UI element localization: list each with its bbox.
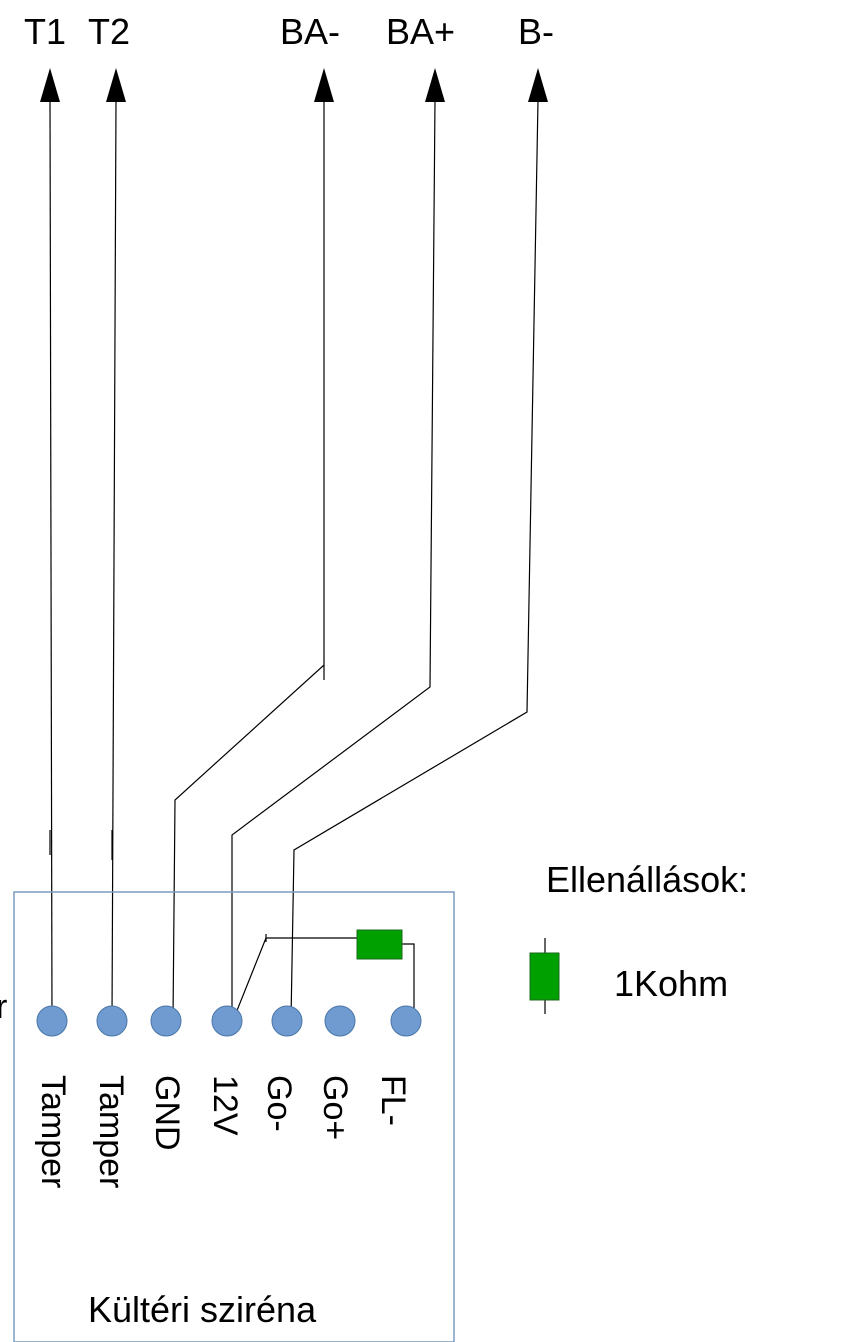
pin-go-plus [324,1005,356,1037]
arrow-t1 [40,68,60,102]
resistor-wire-right [402,943,415,1018]
legend-title: Ellenállások: [546,859,748,900]
pin-label-gnd: GND [148,1075,186,1151]
terminal-label-ba-plus: BA+ [386,11,455,52]
device-name: Kültéri sziréna [88,1289,317,1330]
arrow-ba-plus [425,68,445,102]
wire-ba-minus [172,100,325,1021]
pin-label-go-minus: Go- [260,1075,298,1132]
terminal-label-t1: T1 [24,11,66,52]
pin-gnd [150,1005,182,1037]
siren-box [13,891,455,1342]
pin-label-go-plus: Go+ [316,1075,354,1140]
wire-t2 [111,99,117,1021]
wire-ba-plus [231,99,436,1020]
stray-char: r [0,988,7,1026]
pin-tamper-2 [96,1005,128,1037]
terminal-label-t2: T2 [88,11,130,52]
arrow-b-minus [528,68,548,102]
wire-b-minus [290,99,539,1021]
pin-label-tamper-2: Tamper [92,1075,130,1188]
pin-tamper-1 [36,1005,68,1037]
legend-resistor-label: 1Kohm [614,963,728,1004]
pin-label-12v: 12V [206,1075,244,1136]
terminal-label-ba-minus: BA- [280,11,340,52]
legend-resistor-icon [529,952,560,1001]
pin-fl-minus [390,1005,422,1037]
pin-label-tamper-1: Tamper [34,1075,72,1188]
terminal-label-b-minus: B- [518,11,554,52]
arrow-ba-minus [314,68,334,102]
pin-go-minus [271,1005,303,1037]
wire-t1 [49,99,53,1021]
pin-12v [211,1005,243,1037]
pin-label-fl-minus: FL- [374,1075,412,1126]
resistor-body [356,929,403,960]
arrow-t2 [106,68,126,102]
